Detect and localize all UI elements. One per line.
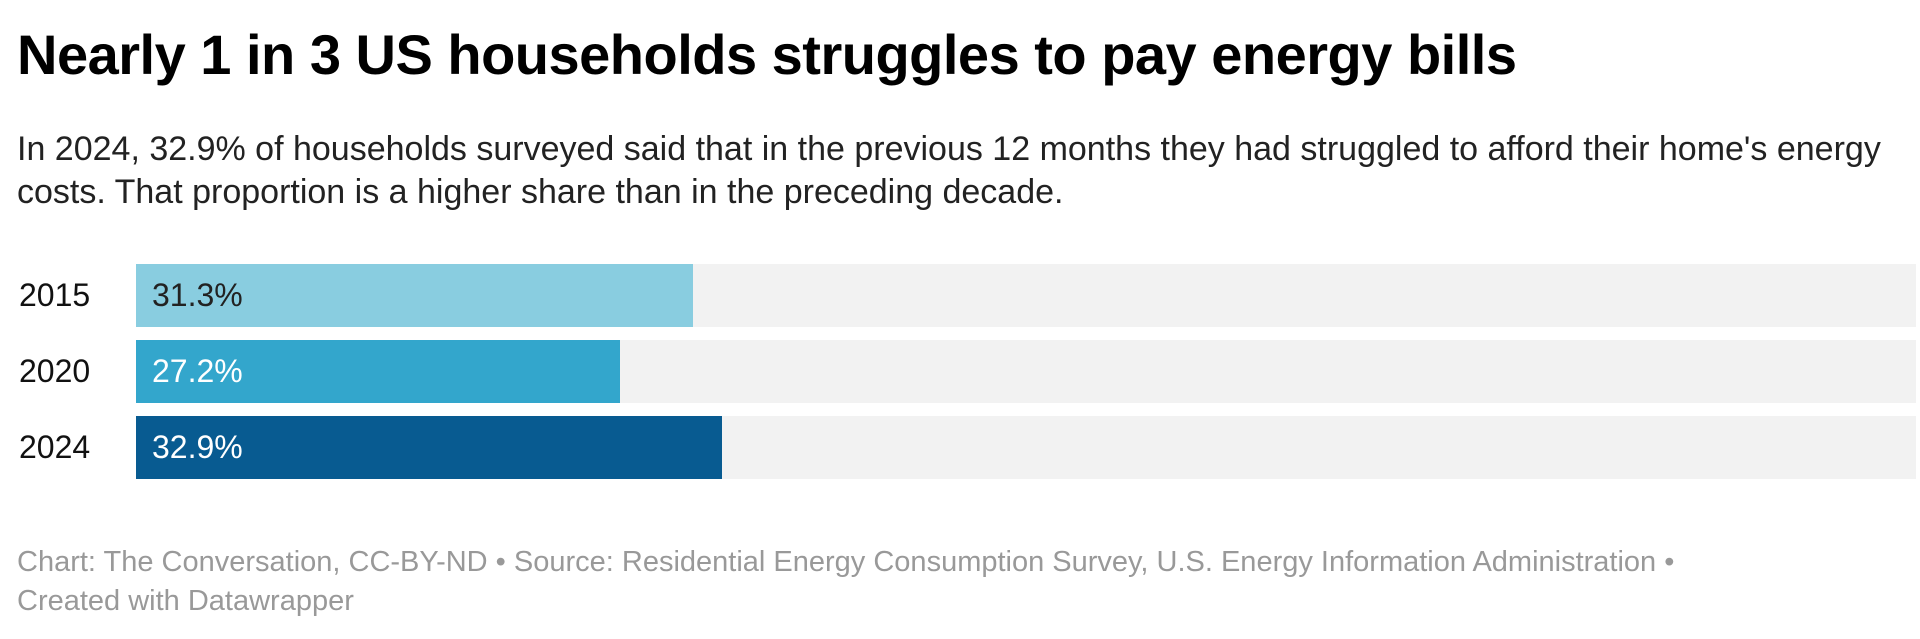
bar-track: 27.2% [136,340,1916,403]
category-label: 2024 [19,429,91,465]
bar [136,416,722,479]
bar-track: 32.9% [136,416,1916,479]
data-label: 32.9% [152,429,243,465]
category-label: 2015 [19,277,91,313]
chart-title: Nearly 1 in 3 US households struggles to… [17,23,1517,86]
bar-row: 2020 27.2% [0,340,1920,403]
bar-row: 2024 32.9% [0,416,1920,479]
bar-track: 31.3% [136,264,1916,327]
chart-footer: Chart: The Conversation, CC-BY-ND • Sour… [17,546,1675,617]
bar [136,340,621,403]
chart-subtitle: In 2024, 32.9% of households surveyed sa… [17,130,1881,211]
bar [136,264,694,327]
data-label: 27.2% [152,353,243,389]
category-label: 2020 [19,353,91,389]
data-label: 31.3% [152,277,243,313]
bar-row: 2015 31.3% [0,264,1920,327]
bar-chart: 2015 31.3% 2020 27.2% 2024 32.9% [0,264,1920,484]
